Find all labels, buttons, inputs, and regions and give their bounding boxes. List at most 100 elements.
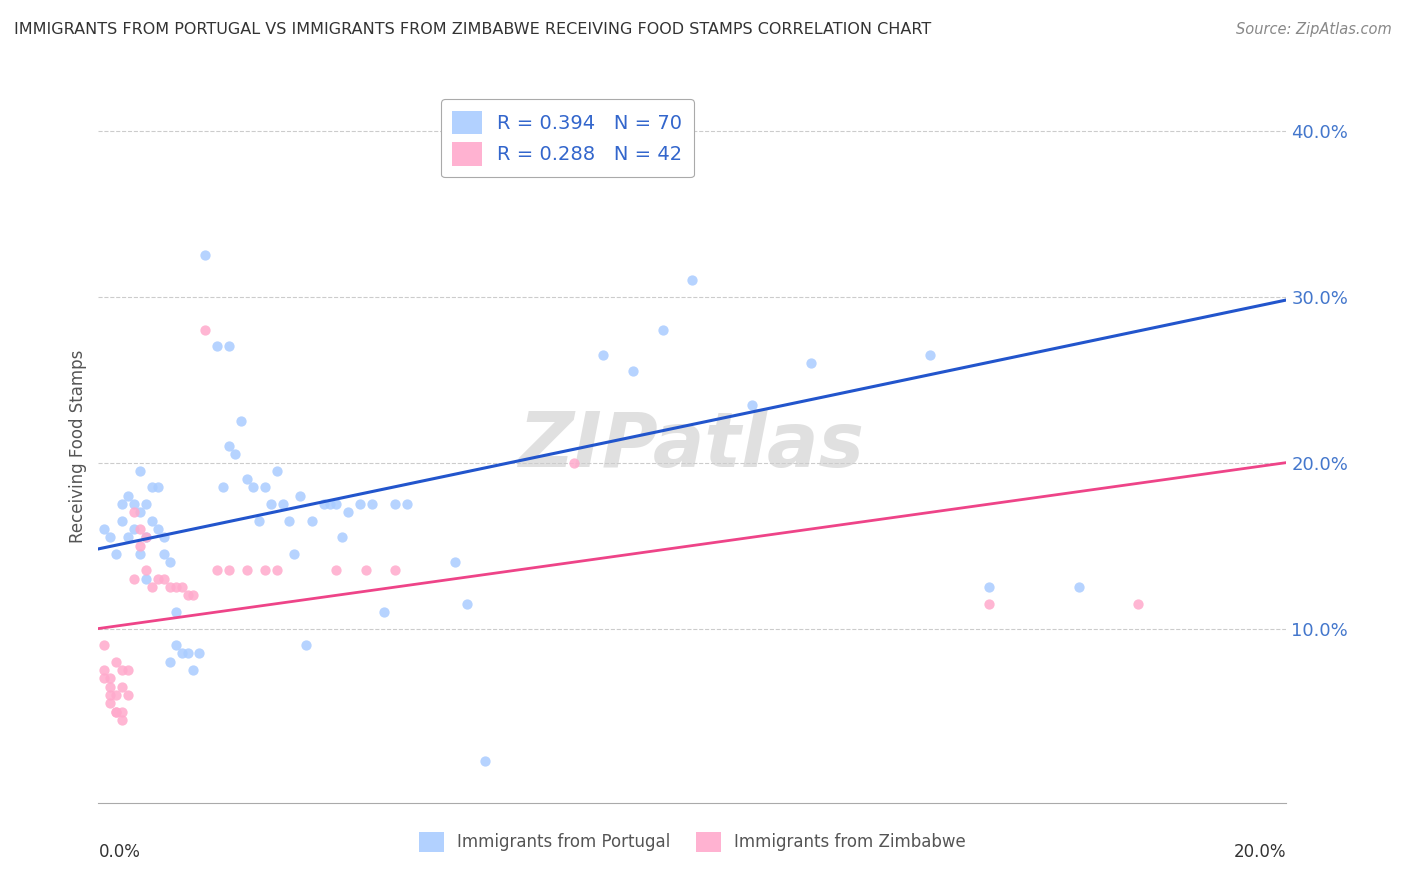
Point: [681, 273, 703, 287]
Point: [443, 555, 465, 569]
Point: [260, 497, 283, 511]
Point: [800, 356, 823, 370]
Point: [562, 456, 585, 470]
Point: [98, 671, 121, 685]
Point: [325, 497, 347, 511]
Point: [129, 547, 152, 561]
Point: [159, 655, 181, 669]
Point: [93, 671, 115, 685]
Point: [224, 447, 246, 461]
Point: [396, 497, 419, 511]
Point: [105, 547, 128, 561]
Point: [117, 663, 139, 677]
Point: [117, 688, 139, 702]
Point: [314, 497, 336, 511]
Point: [165, 580, 187, 594]
Point: [920, 348, 942, 362]
Point: [253, 564, 276, 578]
Point: [188, 647, 211, 661]
Point: [98, 680, 121, 694]
Point: [165, 605, 187, 619]
Point: [98, 530, 121, 544]
Point: [122, 505, 145, 519]
Point: [330, 530, 353, 544]
Point: [111, 680, 134, 694]
Point: [218, 564, 240, 578]
Point: [152, 530, 174, 544]
Point: [122, 522, 145, 536]
Point: [979, 597, 1001, 611]
Point: [93, 638, 115, 652]
Point: [283, 547, 305, 561]
Point: [111, 705, 134, 719]
Point: [205, 564, 228, 578]
Point: [266, 564, 288, 578]
Point: [129, 464, 152, 478]
Point: [218, 439, 240, 453]
Point: [474, 754, 496, 768]
Legend: Immigrants from Portugal, Immigrants from Zimbabwe: Immigrants from Portugal, Immigrants fro…: [412, 825, 973, 859]
Point: [384, 564, 406, 578]
Point: [111, 497, 134, 511]
Point: [165, 638, 187, 652]
Point: [562, 57, 585, 71]
Point: [122, 497, 145, 511]
Point: [135, 564, 157, 578]
Point: [194, 248, 217, 262]
Point: [194, 323, 217, 337]
Point: [105, 705, 128, 719]
Point: [146, 522, 169, 536]
Point: [253, 481, 276, 495]
Point: [325, 564, 347, 578]
Point: [152, 547, 174, 561]
Point: [141, 580, 163, 594]
Point: [290, 489, 312, 503]
Point: [141, 481, 163, 495]
Text: 0.0%: 0.0%: [98, 843, 141, 861]
Point: [129, 539, 152, 553]
Point: [979, 580, 1001, 594]
Point: [1126, 597, 1149, 611]
Point: [152, 572, 174, 586]
Point: [360, 497, 382, 511]
Point: [111, 663, 134, 677]
Point: [117, 489, 139, 503]
Point: [277, 514, 299, 528]
Point: [159, 580, 181, 594]
Point: [159, 555, 181, 569]
Point: [384, 497, 406, 511]
Point: [135, 530, 157, 544]
Point: [141, 514, 163, 528]
Point: [349, 497, 371, 511]
Point: [218, 339, 240, 353]
Point: [621, 364, 644, 378]
Point: [205, 339, 228, 353]
Point: [105, 655, 128, 669]
Point: [319, 497, 342, 511]
Point: [456, 597, 478, 611]
Point: [129, 522, 152, 536]
Point: [135, 497, 157, 511]
Point: [271, 497, 294, 511]
Point: [93, 522, 115, 536]
Point: [183, 588, 205, 602]
Point: [146, 572, 169, 586]
Point: [354, 564, 377, 578]
Point: [170, 647, 193, 661]
Point: [93, 663, 115, 677]
Point: [373, 605, 395, 619]
Point: [117, 530, 139, 544]
Point: [301, 514, 323, 528]
Point: [229, 414, 252, 428]
Point: [135, 530, 157, 544]
Point: [135, 572, 157, 586]
Point: [266, 464, 288, 478]
Y-axis label: Receiving Food Stamps: Receiving Food Stamps: [69, 350, 87, 542]
Text: IMMIGRANTS FROM PORTUGAL VS IMMIGRANTS FROM ZIMBABWE RECEIVING FOOD STAMPS CORRE: IMMIGRANTS FROM PORTUGAL VS IMMIGRANTS F…: [14, 22, 931, 37]
Point: [236, 564, 259, 578]
Point: [176, 647, 198, 661]
Point: [212, 481, 235, 495]
Point: [336, 505, 359, 519]
Point: [98, 696, 121, 710]
Point: [651, 323, 673, 337]
